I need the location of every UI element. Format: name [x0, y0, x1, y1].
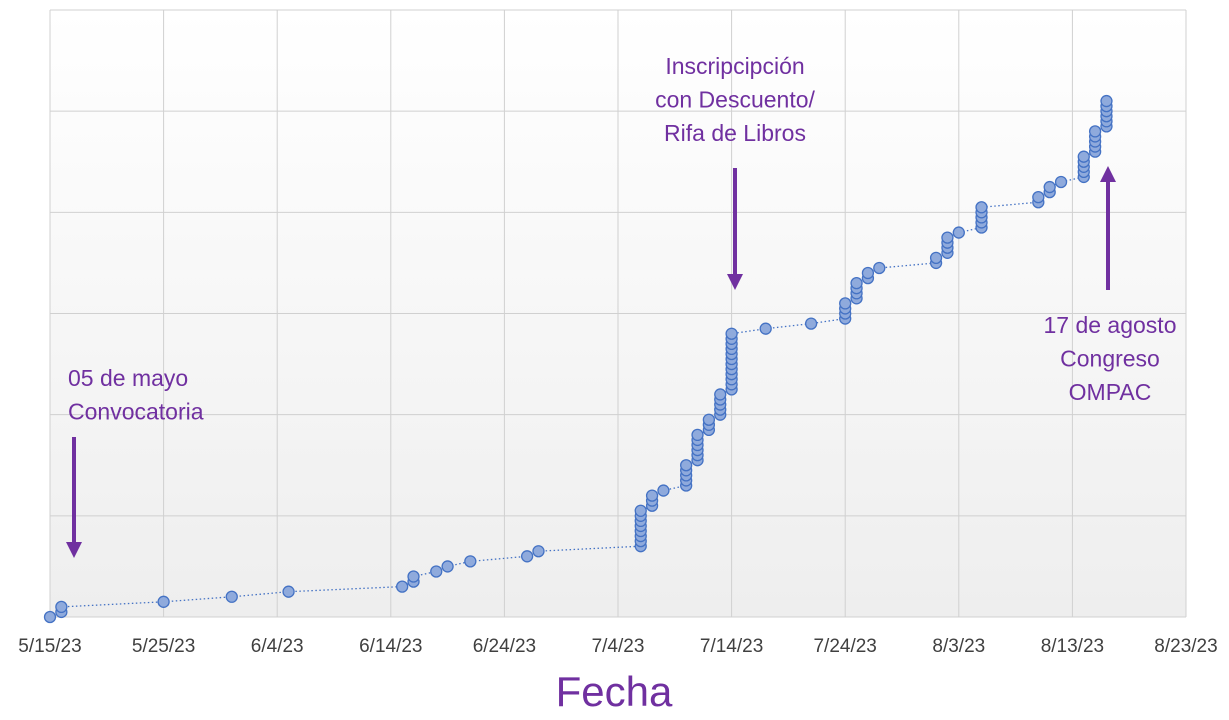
- point: [680, 459, 693, 472]
- point: [55, 600, 68, 614]
- point: [282, 585, 295, 598]
- point: [850, 276, 863, 290]
- annotation: Congreso: [1060, 346, 1160, 372]
- point: [1054, 175, 1068, 189]
- point: [873, 261, 886, 275]
- point: [634, 504, 647, 517]
- plot-layer: [43, 9, 1187, 624]
- x-tick-label: 6/14/23: [359, 636, 422, 657]
- x-tick-label: 7/14/23: [700, 636, 763, 657]
- point: [725, 327, 738, 340]
- point: [702, 413, 716, 426]
- point: [929, 251, 943, 265]
- point: [804, 317, 818, 330]
- point: [975, 201, 988, 214]
- x-axis-label: Fecha: [556, 668, 673, 715]
- annotation: 17 de agosto: [1043, 312, 1176, 338]
- point: [1077, 150, 1090, 163]
- point: [407, 570, 420, 583]
- x-tick-label: 7/24/23: [813, 636, 876, 657]
- point: [1032, 191, 1045, 204]
- point: [43, 610, 57, 624]
- point: [225, 590, 238, 603]
- point: [645, 489, 659, 502]
- x-tick-label: 8/13/23: [1041, 636, 1104, 657]
- point: [157, 595, 170, 608]
- x-tick-label: 7/4/23: [592, 636, 645, 657]
- annotation: con Descuento/: [655, 87, 815, 113]
- x-tick-label: 8/23/23: [1154, 636, 1217, 657]
- point: [941, 231, 954, 244]
- point: [441, 560, 454, 573]
- x-tick-label: 5/25/23: [132, 636, 195, 657]
- x-tick-label: 5/15/23: [18, 636, 81, 657]
- point: [714, 388, 727, 401]
- point: [759, 322, 772, 335]
- x-tick-label: 8/3/23: [932, 636, 985, 657]
- point: [657, 484, 670, 497]
- point: [861, 266, 875, 280]
- point: [1100, 94, 1113, 108]
- point: [1088, 125, 1102, 138]
- point: [1043, 180, 1056, 194]
- point: [396, 580, 409, 593]
- point: [520, 550, 534, 563]
- point: [464, 555, 477, 568]
- point: [839, 297, 852, 310]
- point: [532, 545, 545, 558]
- point: [952, 226, 965, 239]
- point: [430, 565, 443, 578]
- x-tick-label: 6/24/23: [473, 636, 536, 657]
- x-tick-label: 6/4/23: [251, 636, 304, 657]
- annotation: 05 de mayo: [68, 365, 188, 391]
- annotation: Rifa de Libros: [664, 120, 806, 146]
- annotation: OMPAC: [1069, 379, 1152, 405]
- annotation: Convocatoria: [68, 399, 204, 425]
- point: [691, 428, 704, 442]
- annotation: Inscripcipción: [665, 53, 804, 79]
